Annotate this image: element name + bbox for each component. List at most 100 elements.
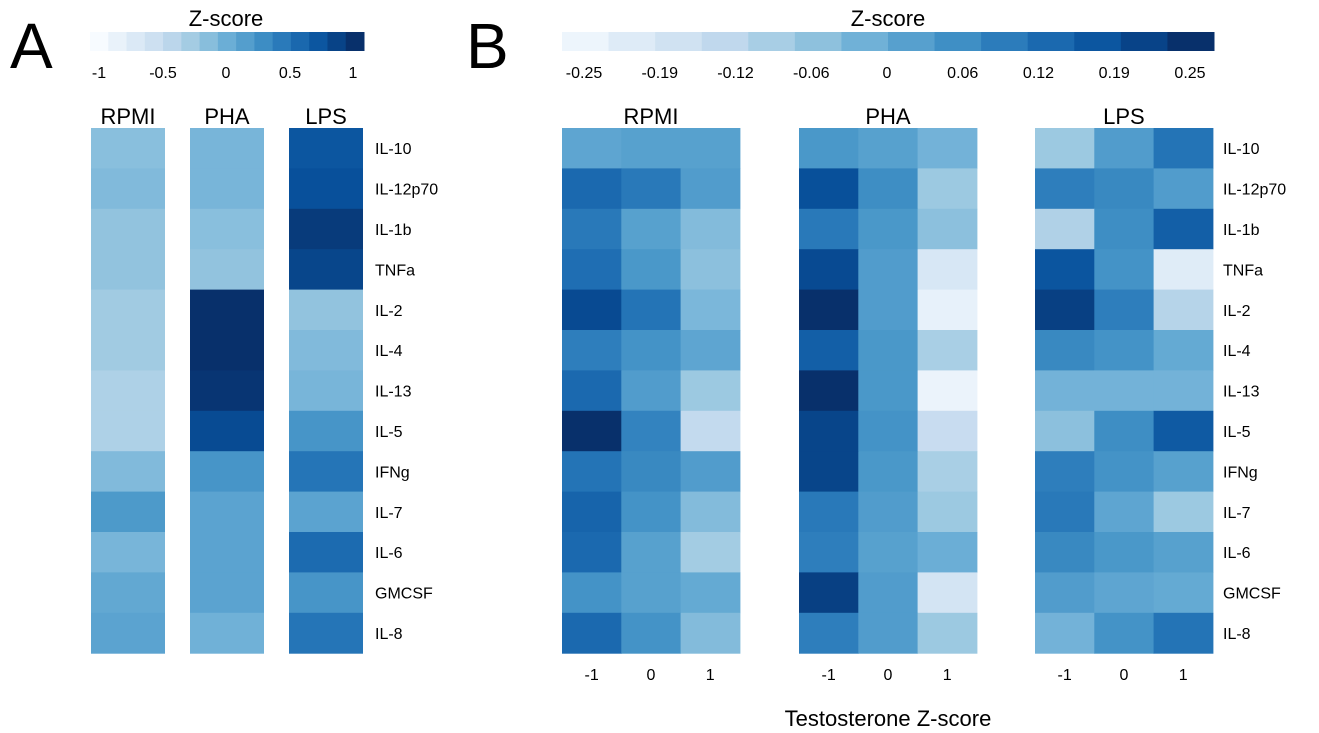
- row-label: IL-4: [1223, 343, 1251, 360]
- heatmap-cell: [621, 249, 682, 291]
- heatmap-cell: [1094, 491, 1155, 533]
- heatmap-cell: [621, 532, 682, 573]
- heatmap-cell: [289, 208, 363, 250]
- heatmap-cell: [799, 572, 859, 614]
- heatmap-cell: [190, 410, 264, 452]
- colorbar-segment: [562, 32, 610, 51]
- colorbar-segment: [108, 32, 128, 51]
- x-tick-label: 1: [1179, 667, 1188, 684]
- heatmap-cell: [799, 289, 859, 331]
- heatmap-cell: [917, 612, 978, 654]
- row-label: IL-7: [1223, 505, 1251, 522]
- heatmap-cell: [1153, 128, 1214, 169]
- heatmap-cell: [1035, 128, 1095, 169]
- x-tick-label: 1: [943, 667, 952, 684]
- colorbar-tick-label: -0.19: [642, 65, 679, 82]
- heatmap-cell: [680, 612, 741, 654]
- panel-b-legend-title: Z-score: [851, 6, 926, 31]
- colorbar-segment: [90, 32, 109, 51]
- heatmap-cell: [190, 491, 264, 533]
- heatmap-cell: [1153, 370, 1214, 412]
- heatmap-cell: [621, 289, 682, 331]
- heatmap-cell: [91, 370, 165, 412]
- row-label: IL-4: [375, 343, 403, 360]
- heatmap-cell: [562, 289, 622, 331]
- heatmap-cell: [858, 208, 919, 250]
- row-label: IL-12p70: [1223, 182, 1286, 199]
- colorbar-tick-label: 0: [222, 65, 231, 82]
- row-label: IL-6: [1223, 545, 1251, 562]
- row-label: TNFa: [375, 262, 415, 279]
- colorbar-segment: [888, 32, 936, 51]
- heatmap-cell: [91, 572, 165, 614]
- heatmap-cell: [680, 289, 741, 331]
- panel-a-colorbar: [90, 32, 365, 51]
- panel-b-heatmap: [562, 128, 1214, 654]
- heatmap-cell: [858, 370, 919, 412]
- colorbar-tick-label: -1: [92, 65, 106, 82]
- heatmap-cell: [799, 330, 859, 371]
- heatmap-cell: [562, 410, 622, 452]
- colorbar-segment: [655, 32, 703, 51]
- heatmap-cell: [289, 128, 363, 169]
- heatmap-cell: [1035, 612, 1095, 654]
- x-tick-label: 0: [1119, 667, 1128, 684]
- heatmap-cell: [91, 410, 165, 452]
- heatmap-cell: [680, 249, 741, 291]
- heatmap-cell: [680, 330, 741, 371]
- colorbar-tick-label: 0.12: [1023, 65, 1054, 82]
- heatmap-cell: [917, 168, 978, 210]
- colorbar-segment: [236, 32, 255, 51]
- heatmap-cell: [621, 168, 682, 210]
- heatmap-cell: [91, 612, 165, 654]
- heatmap-cell: [621, 128, 682, 169]
- heatmap-cell: [1153, 451, 1214, 493]
- colorbar-segment: [1167, 32, 1215, 51]
- heatmap-cell: [858, 451, 919, 493]
- heatmap-cell: [562, 370, 622, 412]
- colorbar-tick-label: 0.25: [1174, 65, 1205, 82]
- heatmap-cell: [858, 532, 919, 573]
- heatmap-cell: [190, 168, 264, 210]
- heatmap-cell: [1035, 572, 1095, 614]
- heatmap-cell: [680, 128, 741, 169]
- heatmap-cell: [799, 370, 859, 412]
- panel-a-row-labels: IL-10 IL-12p70 IL-1b TNFa IL-2 IL-4 IL-13 IL-5 I…: [375, 141, 438, 643]
- heatmap-cell: [289, 370, 363, 412]
- heatmap-cell: [621, 491, 682, 533]
- heatmap-cell: [621, 410, 682, 452]
- heatmap-cell: [1035, 491, 1095, 533]
- colorbar-tick-label: -0.5: [149, 65, 177, 82]
- heatmap-cell: [680, 168, 741, 210]
- heatmap-cell: [289, 249, 363, 291]
- heatmap-cell: [799, 249, 859, 291]
- panel-b-letter: B: [466, 10, 509, 82]
- heatmap-cell: [621, 370, 682, 412]
- heatmap-cell: [917, 330, 978, 371]
- colorbar-tick-label: 0.19: [1099, 65, 1130, 82]
- colorbar-segment: [144, 32, 164, 51]
- heatmap-cell: [858, 128, 919, 169]
- heatmap-cell: [562, 128, 622, 169]
- row-label: IL-8: [375, 626, 403, 643]
- heatmap-cell: [289, 168, 363, 210]
- colorbar-tick-label: -0.25: [566, 65, 603, 82]
- colorbar-segment: [163, 32, 182, 51]
- heatmap-cell: [190, 451, 264, 493]
- heatmap-cell: [91, 451, 165, 493]
- heatmap-cell: [562, 451, 622, 493]
- colorbar-tick-label: 1: [349, 65, 358, 82]
- colorbar-segment: [981, 32, 1029, 51]
- heatmap-cell: [190, 532, 264, 573]
- heatmap-cell: [1153, 410, 1214, 452]
- colorbar-segment: [794, 32, 842, 51]
- heatmap-cell: [562, 612, 622, 654]
- heatmap-cell: [1153, 491, 1214, 533]
- heatmap-cell: [680, 410, 741, 452]
- heatmap-cell: [289, 410, 363, 452]
- panel-b-x-axis-title: Testosterone Z-score: [785, 706, 992, 731]
- heatmap-cell: [917, 128, 978, 169]
- colorbar-segment: [290, 32, 310, 51]
- heatmap-cell: [1153, 572, 1214, 614]
